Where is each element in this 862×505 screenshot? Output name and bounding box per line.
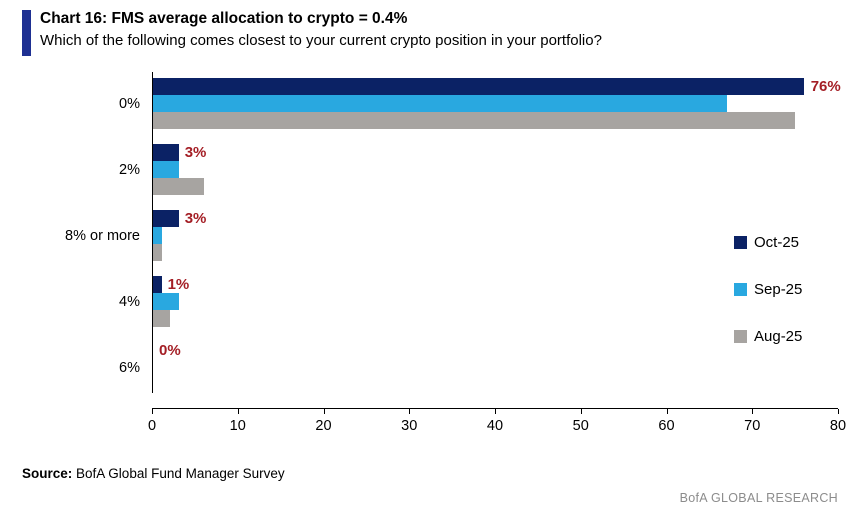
data-label: 1% — [167, 276, 190, 293]
brand-label: BofA GLOBAL RESEARCH — [679, 491, 838, 505]
category-label: 8% or more — [65, 227, 140, 244]
category-label: 6% — [119, 359, 140, 376]
source-label: Source: — [22, 466, 73, 481]
category-row: 0% 76% — [22, 78, 841, 129]
chart-subtitle: Which of the following comes closest to … — [40, 32, 602, 50]
x-tick — [666, 409, 668, 414]
bar-aug-25 — [153, 244, 162, 261]
category-row: 2% 3% — [22, 144, 838, 195]
legend-label: Oct-25 — [754, 234, 800, 251]
x-tick-label: 70 — [744, 418, 761, 434]
category-row: 6% 0% — [22, 342, 838, 393]
legend-swatch — [734, 283, 747, 296]
bar-oct-25 — [153, 210, 179, 227]
bar-group: 3% — [152, 144, 838, 195]
source-note: Source: BofA Global Fund Manager Survey — [22, 466, 838, 481]
legend-label: Aug-25 — [754, 328, 803, 345]
x-tick-label: 60 — [658, 418, 675, 434]
source-text: BofA Global Fund Manager Survey — [76, 466, 285, 481]
chart-header: Chart 16: FMS average allocation to cryp… — [22, 8, 838, 56]
bar-sep-25 — [153, 227, 162, 244]
category-label: 2% — [119, 161, 140, 178]
x-tick-label: 10 — [229, 418, 246, 434]
x-tick — [752, 409, 754, 414]
axis-label-spacer — [22, 408, 152, 440]
x-tick — [237, 409, 239, 414]
category-label: 4% — [119, 293, 140, 310]
data-label: 3% — [184, 144, 207, 161]
bar-group: 0% — [152, 342, 838, 393]
category-row: 4% 1% — [22, 276, 838, 327]
x-tick — [580, 409, 582, 414]
bar-sep-25 — [153, 293, 179, 310]
x-tick — [152, 409, 153, 414]
footer: Source: BofA Global Fund Manager Survey … — [22, 466, 838, 505]
x-tick — [323, 409, 325, 414]
x-tick-label: 20 — [315, 418, 332, 434]
x-tick-label: 0 — [147, 418, 157, 434]
x-tick — [409, 409, 411, 414]
x-axis: 0 10 20 30 40 50 60 70 80 — [22, 408, 846, 440]
legend-item: Oct-25 — [734, 234, 802, 251]
x-axis-line: 0 10 20 30 40 50 60 70 80 — [148, 408, 846, 440]
x-tick-label: 80 — [829, 418, 847, 434]
bar-group: 1% — [152, 276, 838, 327]
header-text: Chart 16: FMS average allocation to cryp… — [40, 8, 602, 56]
bar-group: 3% — [152, 210, 838, 261]
x-tick — [495, 409, 496, 414]
bar-oct-25 — [153, 276, 162, 293]
bar-aug-25 — [153, 310, 171, 327]
bar-oct-25 — [153, 78, 804, 95]
category-row: 8% or more 3% — [22, 210, 838, 261]
data-label: 0% — [159, 342, 181, 359]
bar-oct-25 — [153, 144, 179, 161]
legend-item: Sep-25 — [734, 281, 802, 298]
chart-title: Chart 16: FMS average allocation to cryp… — [40, 10, 408, 27]
x-tick-label: 30 — [401, 418, 418, 434]
data-label: 76% — [810, 78, 841, 95]
x-tick — [838, 409, 839, 414]
bar-sep-25 — [153, 161, 179, 178]
bar-aug-25 — [153, 178, 205, 195]
plot-rows: 0% 76% 2% 3% 8% or more 3% 4% 1% 6% 0% — [22, 72, 841, 393]
x-tick-label: 40 — [486, 418, 504, 434]
legend-item: Aug-25 — [734, 328, 802, 345]
bar-chart: 0% 76% 2% 3% 8% or more 3% 4% 1% 6% 0% 0 10 20 30 40 5… — [22, 72, 846, 440]
data-label: 3% — [184, 210, 207, 227]
x-tick-label: 50 — [572, 418, 589, 434]
title-accent-bar — [22, 10, 31, 56]
bar-aug-25 — [153, 112, 796, 129]
bar-sep-25 — [153, 95, 727, 112]
legend-label: Sep-25 — [754, 281, 803, 298]
category-label: 0% — [119, 95, 140, 112]
legend-swatch — [734, 236, 747, 249]
bar-group: 76% — [152, 78, 841, 129]
legend: Oct-25 Sep-25 Aug-25 — [734, 234, 802, 345]
legend-swatch — [734, 330, 747, 343]
